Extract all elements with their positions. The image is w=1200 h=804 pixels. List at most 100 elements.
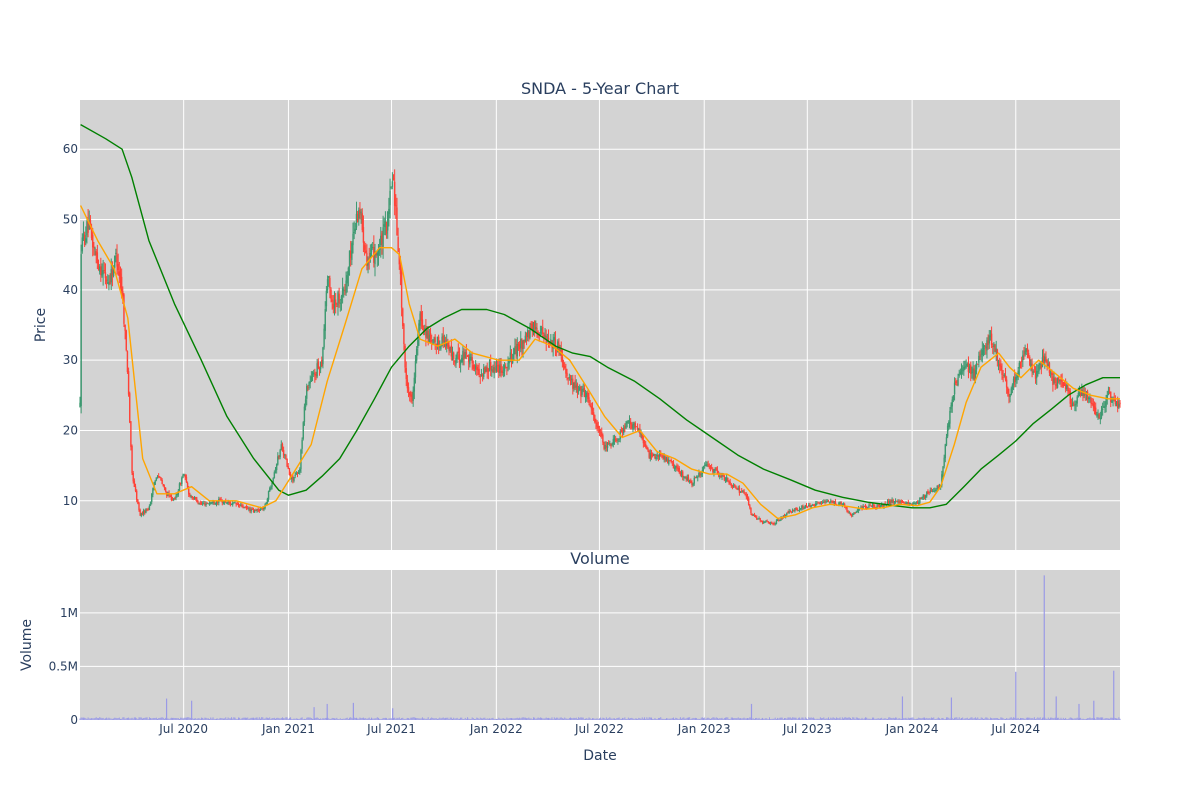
candle-body xyxy=(516,343,518,357)
volume-bar xyxy=(275,718,277,720)
volume-bar xyxy=(251,717,253,720)
volume-bar xyxy=(669,718,671,720)
candle-body xyxy=(1092,403,1095,408)
x-tick-label: Jul 2024 xyxy=(990,722,1040,736)
volume-bar xyxy=(826,718,828,720)
x-tick-label: Jan 2022 xyxy=(469,722,523,736)
candle-body xyxy=(702,466,705,470)
volume-bar xyxy=(541,717,543,720)
volume-bar xyxy=(937,717,939,720)
candle-body xyxy=(708,466,711,468)
volume-bar xyxy=(930,717,932,720)
candle-body xyxy=(1012,378,1015,385)
candle-body xyxy=(464,351,466,359)
candle-body xyxy=(88,222,90,230)
volume-bar xyxy=(441,717,443,720)
volume-bar xyxy=(905,717,907,720)
volume-bar xyxy=(317,718,319,720)
volume-bar xyxy=(538,718,540,720)
candle-body xyxy=(661,455,663,457)
volume-bar xyxy=(124,718,126,720)
candle-body xyxy=(242,506,244,508)
candle-body xyxy=(145,508,147,513)
volume-bar xyxy=(1003,718,1005,720)
volume-bar xyxy=(576,718,578,720)
volume-bar xyxy=(653,718,655,720)
volume-bar xyxy=(841,717,843,720)
volume-bar xyxy=(486,718,488,720)
volume-bar xyxy=(1112,718,1114,720)
candle-body xyxy=(361,213,363,231)
candle-body xyxy=(422,328,425,333)
volume-bar xyxy=(772,718,774,720)
candle-body xyxy=(389,190,391,206)
volume-bar xyxy=(861,717,863,720)
volume-bar xyxy=(929,718,931,720)
volume-bar xyxy=(995,717,997,720)
candle-body xyxy=(751,513,753,516)
price-tick-label: 30 xyxy=(63,353,78,367)
volume-bar xyxy=(601,718,603,720)
candle-body xyxy=(485,369,487,372)
candle-body xyxy=(288,468,291,475)
volume-bar-spike xyxy=(901,696,904,720)
candle-body xyxy=(164,487,167,492)
volume-bar xyxy=(519,717,521,720)
candle-body xyxy=(329,277,331,288)
volume-bar xyxy=(843,718,845,720)
volume-bar xyxy=(1050,717,1052,720)
candle-body xyxy=(347,267,350,276)
volume-bar xyxy=(539,717,541,720)
volume-bar xyxy=(183,717,185,720)
volume-bar xyxy=(107,718,109,720)
volume-bar xyxy=(484,717,486,720)
volume-bar xyxy=(435,718,437,720)
volume-bar xyxy=(1090,718,1092,720)
volume-bar xyxy=(1051,717,1053,720)
candle-body xyxy=(1011,384,1014,390)
volume-bar xyxy=(796,719,798,720)
candle-body xyxy=(1000,365,1002,371)
candle-body xyxy=(1083,392,1085,397)
candle-body xyxy=(1047,364,1049,367)
candle-body xyxy=(502,371,505,373)
volume-bar xyxy=(810,717,812,720)
volume-bar xyxy=(257,718,259,720)
volume-bar xyxy=(955,717,957,720)
volume-bar xyxy=(585,718,587,720)
candle-body xyxy=(368,258,370,260)
volume-bar xyxy=(1069,717,1071,720)
volume-bar xyxy=(876,718,878,720)
candle-body xyxy=(135,490,138,500)
volume-bar xyxy=(896,717,898,720)
volume-bar xyxy=(863,718,865,720)
volume-bar xyxy=(987,718,989,720)
candle-body xyxy=(477,369,479,371)
volume-bar xyxy=(460,717,462,720)
volume-bar xyxy=(404,719,406,720)
candle-body xyxy=(646,446,648,450)
volume-bar xyxy=(403,718,405,720)
volume-bar xyxy=(505,718,507,720)
volume-bar xyxy=(607,718,609,720)
candle-body xyxy=(331,299,333,302)
candle-body xyxy=(450,345,453,357)
volume-bar xyxy=(374,718,376,720)
candle-body xyxy=(1118,403,1120,407)
volume-bar xyxy=(867,718,869,720)
volume-bar xyxy=(972,718,974,720)
volume-bar xyxy=(588,717,590,720)
volume-bar xyxy=(174,718,176,720)
candle-body xyxy=(402,308,404,327)
volume-bar xyxy=(1099,717,1101,720)
candle-body xyxy=(317,361,320,369)
volume-bar xyxy=(479,717,481,720)
volume-bar xyxy=(1072,718,1074,720)
candle-body xyxy=(524,335,527,342)
volume-bar xyxy=(675,717,677,720)
volume-bar xyxy=(589,718,591,720)
candle-body xyxy=(1059,380,1061,382)
candle-body xyxy=(137,499,139,504)
candle-body xyxy=(383,224,385,227)
candle-body xyxy=(898,500,900,503)
